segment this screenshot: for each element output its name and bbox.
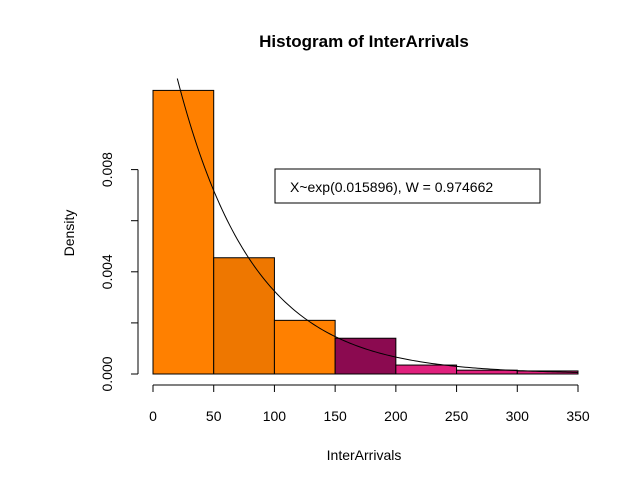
x-tick-label: 100 bbox=[263, 408, 287, 424]
histogram-bar bbox=[273, 319, 336, 375]
y-axis: 0.000 0.004 0.008 bbox=[99, 152, 139, 392]
chart-title: Histogram of InterArrivals bbox=[259, 32, 469, 51]
x-axis-label: InterArrivals bbox=[327, 447, 402, 463]
legend-frame bbox=[274, 168, 541, 204]
x-tick-label: 0 bbox=[149, 408, 157, 424]
histogram-bar bbox=[152, 89, 215, 375]
legend-box: X~exp(0.015896), W = 0.974662 bbox=[274, 168, 541, 204]
histogram-bar bbox=[395, 364, 458, 375]
y-tick-label: 0.008 bbox=[99, 152, 115, 187]
x-axis: 0 50 100 150 200 250 300 350 bbox=[149, 384, 590, 424]
x-tick-label: 150 bbox=[323, 408, 347, 424]
histogram-bar bbox=[516, 370, 579, 375]
bars-group bbox=[152, 89, 579, 375]
histogram-bar bbox=[213, 257, 275, 375]
fit-curve bbox=[176, 78, 579, 373]
legend-text: X~exp(0.015896), W = 0.974662 bbox=[290, 179, 493, 195]
y-axis-label: Density bbox=[61, 210, 77, 257]
x-tick-label: 50 bbox=[206, 408, 222, 424]
x-tick-label: 300 bbox=[506, 408, 530, 424]
x-tick-label: 250 bbox=[445, 408, 469, 424]
y-tick-label: 0.004 bbox=[99, 254, 115, 289]
x-tick-label: 200 bbox=[384, 408, 408, 424]
histogram-bar bbox=[334, 337, 397, 375]
y-tick-label: 0.000 bbox=[99, 356, 115, 391]
histogram-bar bbox=[456, 369, 518, 375]
x-tick-label: 350 bbox=[566, 408, 590, 424]
